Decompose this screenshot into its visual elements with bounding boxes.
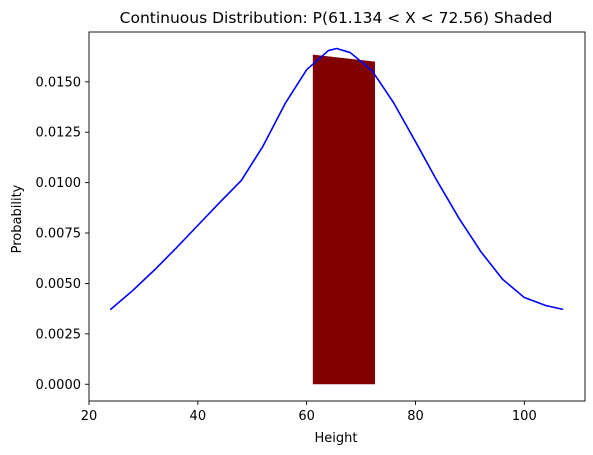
axes — [88, 31, 586, 402]
density-curve-line — [109, 47, 564, 311]
y-tick-label: 0.0000 — [36, 378, 82, 393]
x-tick-label: 40 — [190, 409, 207, 424]
y-tick-label: 0.0125 — [36, 126, 82, 141]
shaded-probability-region — [312, 54, 376, 385]
y-tick-label: 0.0075 — [36, 227, 82, 242]
x-tick-label: 80 — [407, 409, 424, 424]
y-axis-title: Probability — [10, 184, 25, 253]
x-axis-title: Height — [315, 431, 358, 446]
chart-title: Continuous Distribution: P(61.134 < X < … — [120, 9, 553, 27]
x-tick-label: 60 — [298, 409, 315, 424]
y-axis-ticks: 0.0000 0.0025 0.0050 0.0075 0.0100 0.0125 0.01… — [36, 75, 89, 393]
y-tick-label: 0.0050 — [36, 277, 82, 292]
x-axis-ticks: 20 40 60 80 100 — [81, 401, 537, 424]
y-tick-label: 0.0150 — [36, 75, 82, 90]
y-tick-label: 0.0100 — [36, 176, 82, 191]
y-tick-label: 0.0025 — [36, 327, 82, 342]
x-tick-label: 20 — [81, 409, 98, 424]
x-tick-label: 100 — [512, 409, 537, 424]
plot-area — [109, 47, 564, 385]
axes-frame — [88, 31, 586, 402]
